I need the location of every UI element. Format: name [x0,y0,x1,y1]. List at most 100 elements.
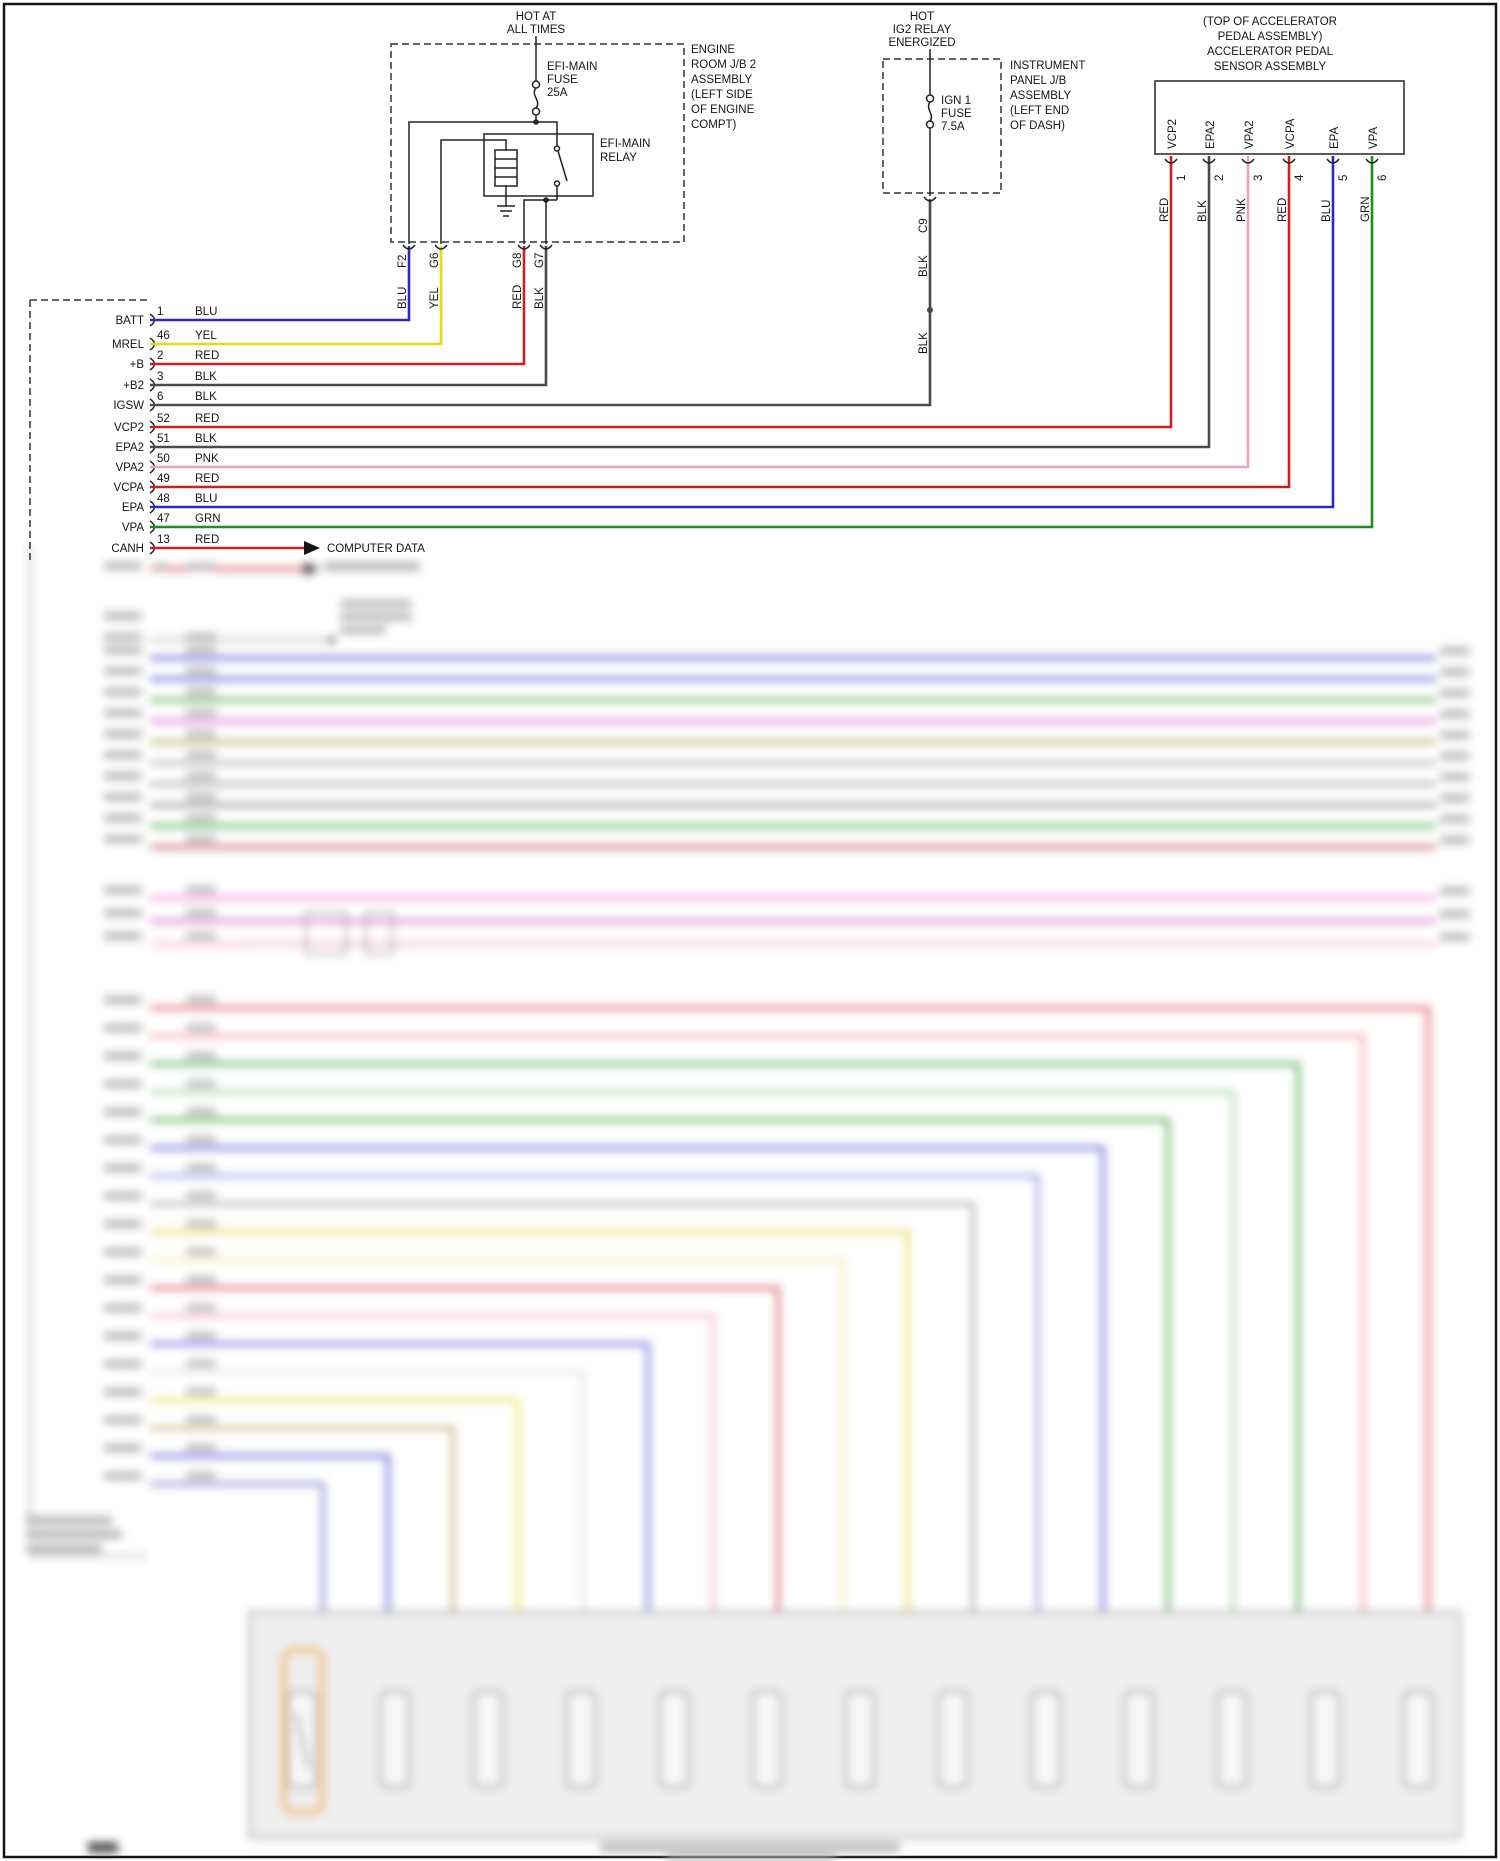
ecm-pin-name-batt: BATT [115,315,144,327]
blurred-text [104,1248,142,1256]
pedal-wire-color: PNK [1236,198,1248,222]
ecm-wire-color: RED [195,350,219,362]
ecm-pin-number: 2 [157,350,163,362]
pedal-sensor-box [1154,80,1405,155]
blurred-wire [150,1398,520,1690]
ecm-wire-color: PNK [195,453,219,465]
blurred-wire [150,1258,845,1690]
ecm-wire-color: BLK [195,391,217,403]
pedal-wire-color: BLK [1197,200,1209,222]
blurred-text [104,633,142,641]
wires [149,156,1379,555]
pedal-pin-number: 6 [1377,175,1389,181]
ground-symbol [497,205,515,217]
blurred-text [186,667,216,674]
ecm-pin-number: 13 [157,534,170,546]
pedal-pin-name-vcpa: VCPA [1285,118,1297,149]
engine-wire-color: YEL [429,287,441,309]
engine-jb-connector-arc [517,244,531,250]
blurred-text [104,667,142,675]
efi-main-relay-label: EFI-MAIN [600,138,650,150]
instrument-jb-assembly-label: ASSEMBLY [1010,90,1071,102]
blurred-text [186,835,216,842]
blurred-text [104,909,142,917]
engine-jb-box [390,43,685,243]
wire-plusb2 [150,246,548,387]
connector-id-g7: G7 [534,253,546,268]
ecm-wire-color: RED [195,473,219,485]
blurred-text [104,1332,142,1340]
blurred-text [1440,910,1470,918]
ecm-wire-color: RED [195,413,219,425]
pedal-pin-name-vpa: VPA [1368,127,1380,149]
ecm-pin-name-epa: EPA [122,502,144,514]
pedal-sensor-title: SENSOR ASSEMBLY [1214,61,1327,73]
ecm-pin-number: 3 [157,371,163,383]
pedal-connector-arc [1202,158,1216,164]
blurred-page-mark [88,1842,118,1853]
blurred-text [26,1516,112,1525]
blurred-text [104,730,142,738]
hot-ig2-relay-label: ENERGIZED [888,37,955,49]
engine-jb-assembly-label: (LEFT SIDE [691,89,753,101]
blurred-text [186,1080,216,1087]
blurred-text [1440,933,1470,941]
blurred-text [186,1192,216,1199]
blurred-text [186,1248,216,1255]
blurred-text [104,562,142,570]
blurred-text [104,835,142,843]
pedal-pin-name-vcp2: VCP2 [1167,119,1179,149]
blurred-text [186,1220,216,1227]
instrument-jb-box [882,58,1002,194]
blurred-text [104,886,142,894]
engine-jb-assembly-label: ASSEMBLY [691,74,752,86]
blurred-component-box [365,911,393,955]
pedal-connector-arc [1365,158,1379,164]
blurred-wire [150,1146,1105,1690]
efi-main-relay-symbol [440,139,568,244]
blurred-wire [150,1006,1430,1690]
blurred-text [600,1843,900,1852]
ign1-fuse-symbol [925,49,935,196]
blurred-wire [150,1342,650,1690]
engine-wire-color: BLK [534,287,546,309]
blurred-text [186,1108,216,1115]
ecm-wire-color: BLU [195,493,217,505]
blurred-text [1440,731,1470,739]
blurred-text [340,600,412,608]
blurred-connector-slot [845,1691,875,1788]
blurred-text [186,814,216,821]
blurred-text [104,688,142,696]
connector-id-g6: G6 [429,253,441,268]
blurred-text [104,1304,142,1312]
blurred-wire [150,1230,910,1690]
ecm-wire-color: YEL [195,330,217,342]
efi-main-fuse-label: FUSE [547,74,578,86]
engine-wire-color: BLU [397,287,409,309]
blurred-text [1440,668,1470,676]
hot-ig2-relay-label: IG2 RELAY [893,24,952,36]
instrument-jb-assembly-label: INSTRUMENT [1010,60,1085,72]
blurred-text [104,1388,142,1396]
blurred-text [186,1052,216,1059]
blurred-wire [150,1314,715,1690]
ecm-wire-color: BLK [195,371,217,383]
blurred-text [186,1136,216,1143]
blurred-wire [150,1090,1235,1690]
blurred-text [104,1024,142,1032]
efi-main-fuse-symbol [531,36,541,122]
wire-mrel [150,246,443,346]
blurred-text [186,1444,216,1451]
wire-junction-dot [927,307,933,313]
blurred-text [104,996,142,1004]
blurred-text [104,1108,142,1116]
engine-wire-color: RED [512,285,524,309]
blurred-text [26,1544,102,1553]
pedal-connector-arc [1282,158,1296,164]
pedal-pin-number: 4 [1294,174,1306,181]
blurred-arrow [304,562,320,576]
